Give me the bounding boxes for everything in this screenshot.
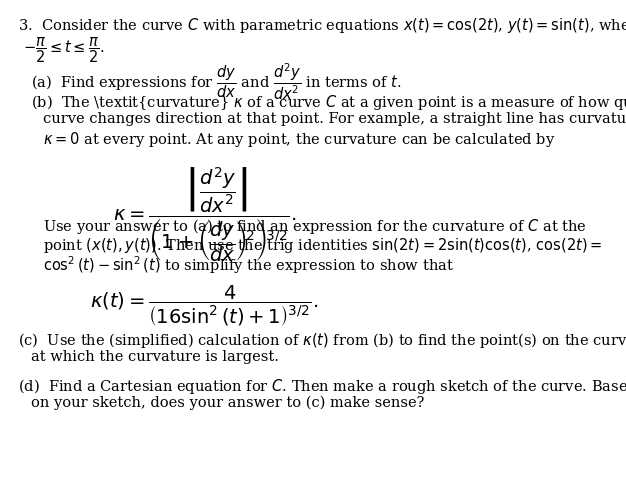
Text: (c)  Use the (simplified) calculation of $\kappa(t)$ from (b) to find the point(: (c) Use the (simplified) calculation of … xyxy=(18,331,626,350)
Text: on your sketch, does your answer to (c) make sense?: on your sketch, does your answer to (c) … xyxy=(31,396,424,410)
Text: (d)  Find a Cartesian equation for $C$. Then make a rough sketch of the curve. B: (d) Find a Cartesian equation for $C$. T… xyxy=(18,377,626,396)
Text: at which the curvature is largest.: at which the curvature is largest. xyxy=(31,350,279,364)
Text: curve changes direction at that point. For example, a straight line has curvatur: curve changes direction at that point. F… xyxy=(43,112,626,126)
Text: $\kappa = 0$ at every point. At any point, the curvature can be calculated by: $\kappa = 0$ at every point. At any poin… xyxy=(43,130,555,149)
Text: $\kappa = \dfrac{\left|\dfrac{d^2y}{dx^2}\right|}{\left(1 + \left(\dfrac{dy}{dx}: $\kappa = \dfrac{\left|\dfrac{d^2y}{dx^2… xyxy=(113,166,296,264)
Text: (b)  The \textit{curvature} $\kappa$ of a curve $C$ at a given point is a measur: (b) The \textit{curvature} $\kappa$ of a… xyxy=(31,93,626,112)
Text: $\kappa(t) = \dfrac{4}{\left(16\sin^2(t) + 1\right)^{3/2}}.$: $\kappa(t) = \dfrac{4}{\left(16\sin^2(t)… xyxy=(90,284,319,328)
Text: 3.  Consider the curve $C$ with parametric equations $x(t) = \cos(2t)$, $y(t) = : 3. Consider the curve $C$ with parametri… xyxy=(18,16,626,35)
Text: $-\dfrac{\pi}{2} \leq t \leq \dfrac{\pi}{2}.$: $-\dfrac{\pi}{2} \leq t \leq \dfrac{\pi}… xyxy=(23,35,104,65)
Text: point $(x(t), y(t))$. Then use the trig identities $\sin(2t) = 2\sin(t)\cos(t)$,: point $(x(t), y(t))$. Then use the trig … xyxy=(43,236,602,255)
Text: Use your answer to (a) to find an expression for the curvature of $C$ at the: Use your answer to (a) to find an expres… xyxy=(43,217,587,236)
Text: (a)  Find expressions for $\dfrac{dy}{dx}$ and $\dfrac{d^2y}{dx^2}$ in terms of : (a) Find expressions for $\dfrac{dy}{dx}… xyxy=(31,61,401,102)
Text: $\cos^2(t) - \sin^2(t)$ to simplify the expression to show that: $\cos^2(t) - \sin^2(t)$ to simplify the … xyxy=(43,254,454,276)
